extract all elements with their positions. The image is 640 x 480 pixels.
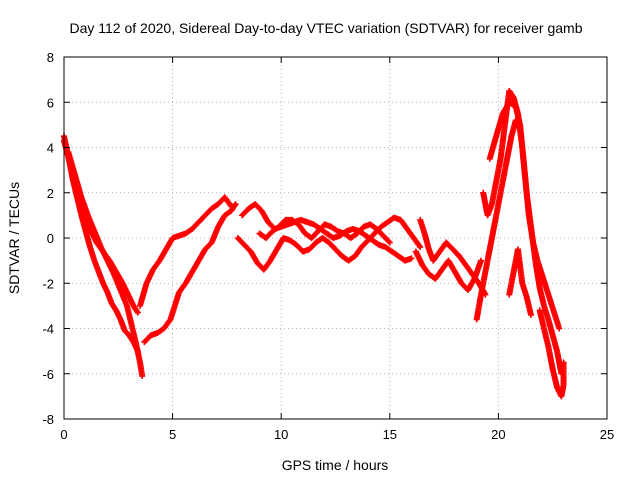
x-tick-label: 5 <box>169 427 176 442</box>
series-track-6 <box>234 214 424 273</box>
y-tick-label: -8 <box>42 412 54 427</box>
y-tick-label: 8 <box>47 50 54 65</box>
data-point <box>417 244 424 251</box>
series-track-13 <box>486 99 563 332</box>
series-track-15 <box>506 246 534 318</box>
chart-title: Day 112 of 2020, Sidereal Day-to-day VTE… <box>69 20 582 36</box>
y-axis-label: SDTVAR / TECUs <box>6 182 22 294</box>
x-tick-label: 20 <box>491 427 505 442</box>
y-tick-label: -2 <box>42 276 54 291</box>
y-tick-label: 0 <box>47 231 54 246</box>
series-track-10 <box>417 216 489 298</box>
data-point <box>527 311 534 318</box>
data-point <box>386 239 393 246</box>
data-points <box>61 87 567 400</box>
data-point <box>232 201 239 208</box>
series-track-5 <box>141 201 239 346</box>
series-track-3 <box>65 149 146 380</box>
data-point <box>385 238 392 245</box>
series-track-7 <box>239 201 415 264</box>
x-tick-label: 25 <box>600 427 614 442</box>
y-tick-label: 4 <box>47 141 54 156</box>
x-tick-label: 0 <box>60 427 67 442</box>
y-tick-label: -4 <box>42 322 54 337</box>
x-tick-label: 15 <box>383 427 397 442</box>
series-track-4 <box>137 194 235 309</box>
data-point <box>408 255 415 262</box>
series-track-8 <box>256 216 393 246</box>
series-track-9 <box>412 248 485 294</box>
y-tick-label: 6 <box>47 95 54 110</box>
series-track-11 <box>473 117 524 323</box>
axis-ticks: 0 5 10 15 20 25 -8 -6 -4 -2 0 2 4 6 8 <box>42 50 614 442</box>
y-tick-label: 2 <box>47 186 54 201</box>
x-axis-label: GPS time / hours <box>282 457 389 473</box>
x-tick-label: 10 <box>274 427 288 442</box>
data-point <box>560 359 567 366</box>
data-point <box>134 309 141 316</box>
series-track-14 <box>536 307 567 400</box>
data-point <box>478 257 485 264</box>
data-point <box>556 325 563 332</box>
data-point <box>139 373 146 380</box>
y-tick-label: -6 <box>42 367 54 382</box>
